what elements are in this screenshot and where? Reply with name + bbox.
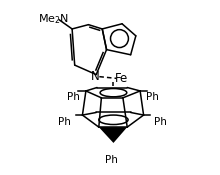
Text: Ph: Ph [146,92,159,102]
Text: Ph: Ph [66,92,79,102]
Text: Ph: Ph [58,117,71,127]
Polygon shape [99,127,127,143]
Text: N: N [91,70,100,83]
Text: Ph: Ph [154,117,167,127]
Text: Ph: Ph [105,155,118,165]
Text: Fe: Fe [115,72,128,85]
Text: Me$_2$N: Me$_2$N [38,13,69,26]
